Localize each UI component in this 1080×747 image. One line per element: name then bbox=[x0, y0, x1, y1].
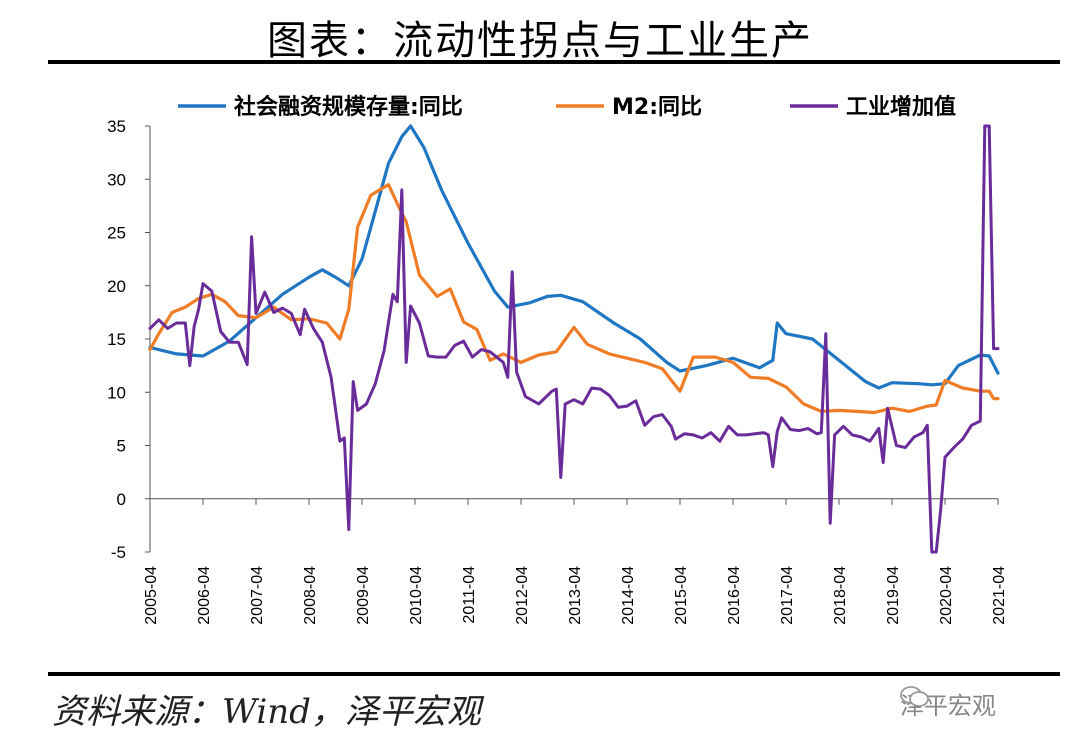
series-line bbox=[148, 124, 1000, 390]
y-tick-label: 25 bbox=[107, 224, 126, 243]
legend-label: 工业增加值 bbox=[846, 94, 956, 120]
y-tick-label: -5 bbox=[111, 543, 126, 562]
legend-label: M2:同比 bbox=[612, 95, 702, 120]
legend-label: 社会融资规模存量:同比 bbox=[234, 94, 463, 120]
x-tick-label: 2009-04 bbox=[355, 566, 372, 625]
chart-axes: -5 0 5 10 15 20 25 30 35 2005-04 2006-04 2007-04 200… bbox=[107, 117, 1008, 625]
bottom-rule bbox=[48, 672, 1060, 676]
series-line bbox=[148, 183, 1000, 415]
y-tick-label: 20 bbox=[107, 277, 126, 296]
x-tick-label: 2011-04 bbox=[461, 566, 478, 624]
x-tick-label: 2017-04 bbox=[779, 566, 796, 625]
x-tick-label: 2006-04 bbox=[196, 566, 213, 625]
x-tick-label: 2015-04 bbox=[673, 566, 690, 625]
y-tick-label: 10 bbox=[107, 383, 126, 402]
x-tick-label: 2021-04 bbox=[991, 566, 1008, 625]
x-tick-label: 2016-04 bbox=[726, 566, 743, 625]
chart-lines bbox=[148, 124, 1000, 554]
top-rule bbox=[48, 60, 1060, 64]
x-tick-label: 2018-04 bbox=[832, 566, 849, 625]
x-tick-label: 2013-04 bbox=[567, 566, 584, 625]
x-tick-label: 2007-04 bbox=[249, 566, 266, 625]
y-tick-label: 15 bbox=[107, 330, 126, 349]
wechat-icon bbox=[900, 686, 929, 707]
y-tick-label: 5 bbox=[117, 437, 126, 456]
source-note: 资料来源：Wind，泽平宏观 bbox=[52, 692, 481, 732]
x-tick-label: 2008-04 bbox=[302, 566, 319, 625]
x-tick-label: 2014-04 bbox=[620, 566, 637, 625]
x-tick-label: 2019-04 bbox=[885, 566, 902, 625]
y-tick-label: 35 bbox=[107, 117, 126, 136]
x-tick-label: 2010-04 bbox=[408, 566, 425, 625]
page-title: 图表：流动性拐点与工业生产 bbox=[267, 18, 813, 64]
watermark: 泽平宏观 bbox=[900, 686, 996, 721]
y-tick-label: 0 bbox=[117, 490, 126, 509]
x-tick-label: 2012-04 bbox=[514, 566, 531, 625]
x-tick-label: 2020-04 bbox=[938, 566, 955, 625]
y-tick-label: 30 bbox=[107, 170, 126, 189]
x-tick-label: 2005-04 bbox=[143, 566, 160, 625]
series-line bbox=[148, 124, 1000, 554]
chart-legend: 社会融资规模存量:同比 M2:同比 工业增加值 bbox=[178, 94, 956, 120]
